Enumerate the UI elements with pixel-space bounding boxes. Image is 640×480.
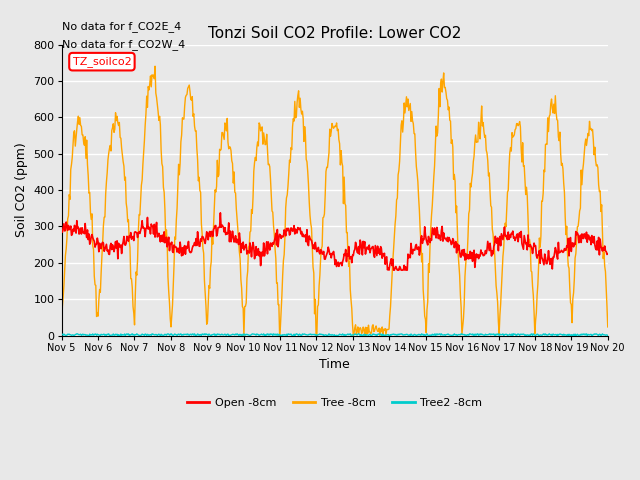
Legend: Open -8cm, Tree -8cm, Tree2 -8cm: Open -8cm, Tree -8cm, Tree2 -8cm	[183, 394, 486, 412]
Text: No data for f_CO2W_4: No data for f_CO2W_4	[61, 39, 185, 49]
Title: Tonzi Soil CO2 Profile: Lower CO2: Tonzi Soil CO2 Profile: Lower CO2	[208, 25, 461, 41]
X-axis label: Time: Time	[319, 358, 350, 371]
Y-axis label: Soil CO2 (ppm): Soil CO2 (ppm)	[15, 143, 28, 238]
Text: TZ_soilco2: TZ_soilco2	[72, 56, 131, 67]
Text: No data for f_CO2E_4: No data for f_CO2E_4	[61, 21, 181, 32]
